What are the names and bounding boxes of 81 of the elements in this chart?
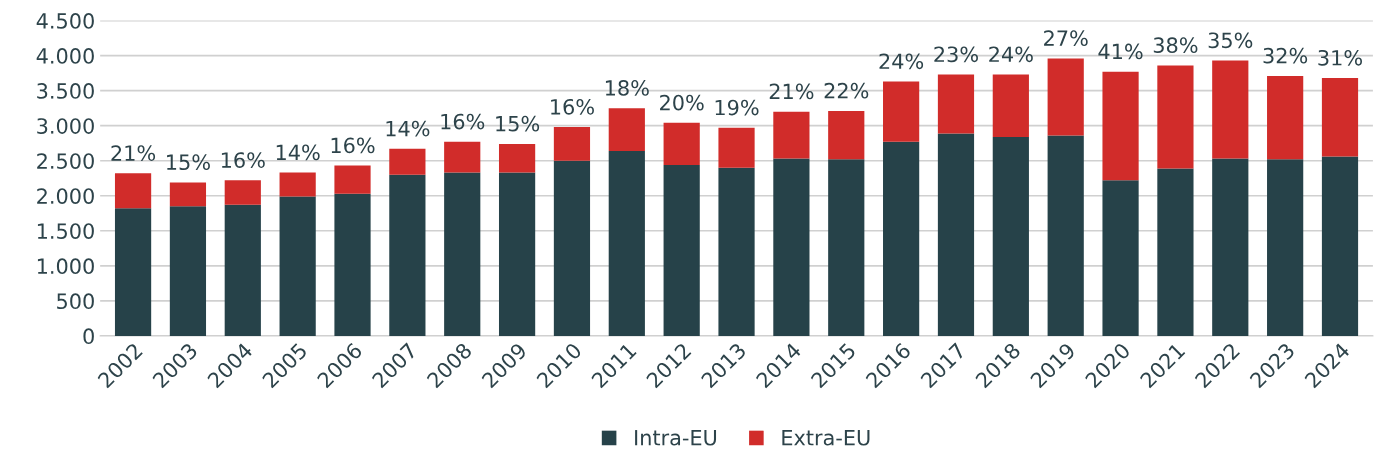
bar — [444, 172, 481, 336]
bar — [883, 81, 920, 142]
y-tick-label: 4.500 — [36, 13, 94, 29]
annotation: 27% — [1044, 30, 1088, 47]
bar — [1212, 60, 1249, 159]
y-tick-label: 0 — [83, 328, 94, 345]
bar — [1102, 180, 1139, 336]
bar — [224, 180, 261, 205]
y-tick-label: 4.000 — [36, 48, 94, 64]
bar — [1212, 158, 1249, 336]
annotation: 21% — [769, 83, 814, 100]
annotation: 16% — [551, 98, 594, 115]
annotation: 19% — [715, 99, 759, 116]
annotation: 22% — [824, 82, 869, 99]
annotation: 21% — [111, 145, 156, 161]
y-tick-label: 2.500 — [37, 153, 94, 169]
bar — [1047, 58, 1084, 136]
y-tick-label: 1.000 — [37, 258, 94, 275]
bar — [773, 158, 810, 336]
bar — [553, 127, 591, 161]
annotation: 15% — [496, 115, 540, 132]
bar — [279, 172, 316, 197]
y-tick-label: 1.500 — [37, 223, 94, 239]
annotation: 18% — [605, 80, 649, 96]
bar — [389, 174, 426, 336]
bar — [992, 136, 1029, 336]
annotation: 24% — [989, 46, 1033, 63]
annotation: 20% — [660, 94, 704, 111]
bar — [334, 165, 371, 194]
bar — [718, 127, 755, 168]
legend-label: Extra-EU — [782, 430, 870, 446]
annotation: 23% — [934, 46, 978, 63]
bar — [883, 141, 920, 336]
bar — [718, 167, 755, 336]
bar — [1321, 156, 1359, 336]
bar — [1047, 135, 1084, 336]
bar — [608, 108, 645, 151]
bar — [334, 193, 371, 336]
bar — [937, 74, 975, 134]
bar — [1102, 71, 1139, 181]
bar — [224, 204, 261, 336]
bar — [389, 148, 426, 175]
y-tick-label: 3.000 — [37, 118, 94, 134]
annotation: 35% — [1208, 32, 1253, 49]
bar — [773, 111, 810, 159]
bar — [1321, 78, 1359, 157]
bar — [663, 122, 700, 165]
bar — [169, 206, 207, 336]
y-tick-label: 3.500 — [37, 83, 94, 99]
y-tick-label: 500 — [57, 293, 94, 310]
legend-label: Intra-EU — [635, 430, 717, 446]
annotation: 16% — [441, 113, 485, 130]
annotation: 14% — [386, 120, 430, 137]
bar — [828, 110, 865, 160]
annotation: 14% — [276, 144, 320, 161]
annotation: 32% — [1263, 47, 1308, 64]
bar — [1157, 65, 1194, 169]
annotation: 24% — [879, 53, 924, 70]
bar — [498, 172, 536, 336]
bar — [937, 133, 975, 336]
bar — [553, 160, 591, 336]
bar — [444, 141, 481, 173]
bar — [1267, 159, 1304, 336]
annotation: 38% — [1153, 37, 1198, 54]
bar — [114, 208, 152, 336]
bar — [828, 159, 865, 336]
bar — [114, 173, 152, 209]
bar — [1157, 168, 1194, 336]
annotation: 16% — [221, 152, 265, 168]
annotation: 15% — [167, 154, 210, 171]
annotation: 41% — [1098, 43, 1143, 60]
bar — [169, 182, 207, 207]
annotation: 16% — [331, 137, 375, 154]
y-tick-label: 2.000 — [37, 188, 94, 204]
bar — [279, 196, 316, 336]
bar — [498, 143, 536, 173]
bar — [663, 164, 700, 336]
bar — [608, 150, 645, 336]
bar — [992, 74, 1029, 137]
annotation: 31% — [1318, 49, 1362, 66]
bar — [1267, 75, 1304, 160]
